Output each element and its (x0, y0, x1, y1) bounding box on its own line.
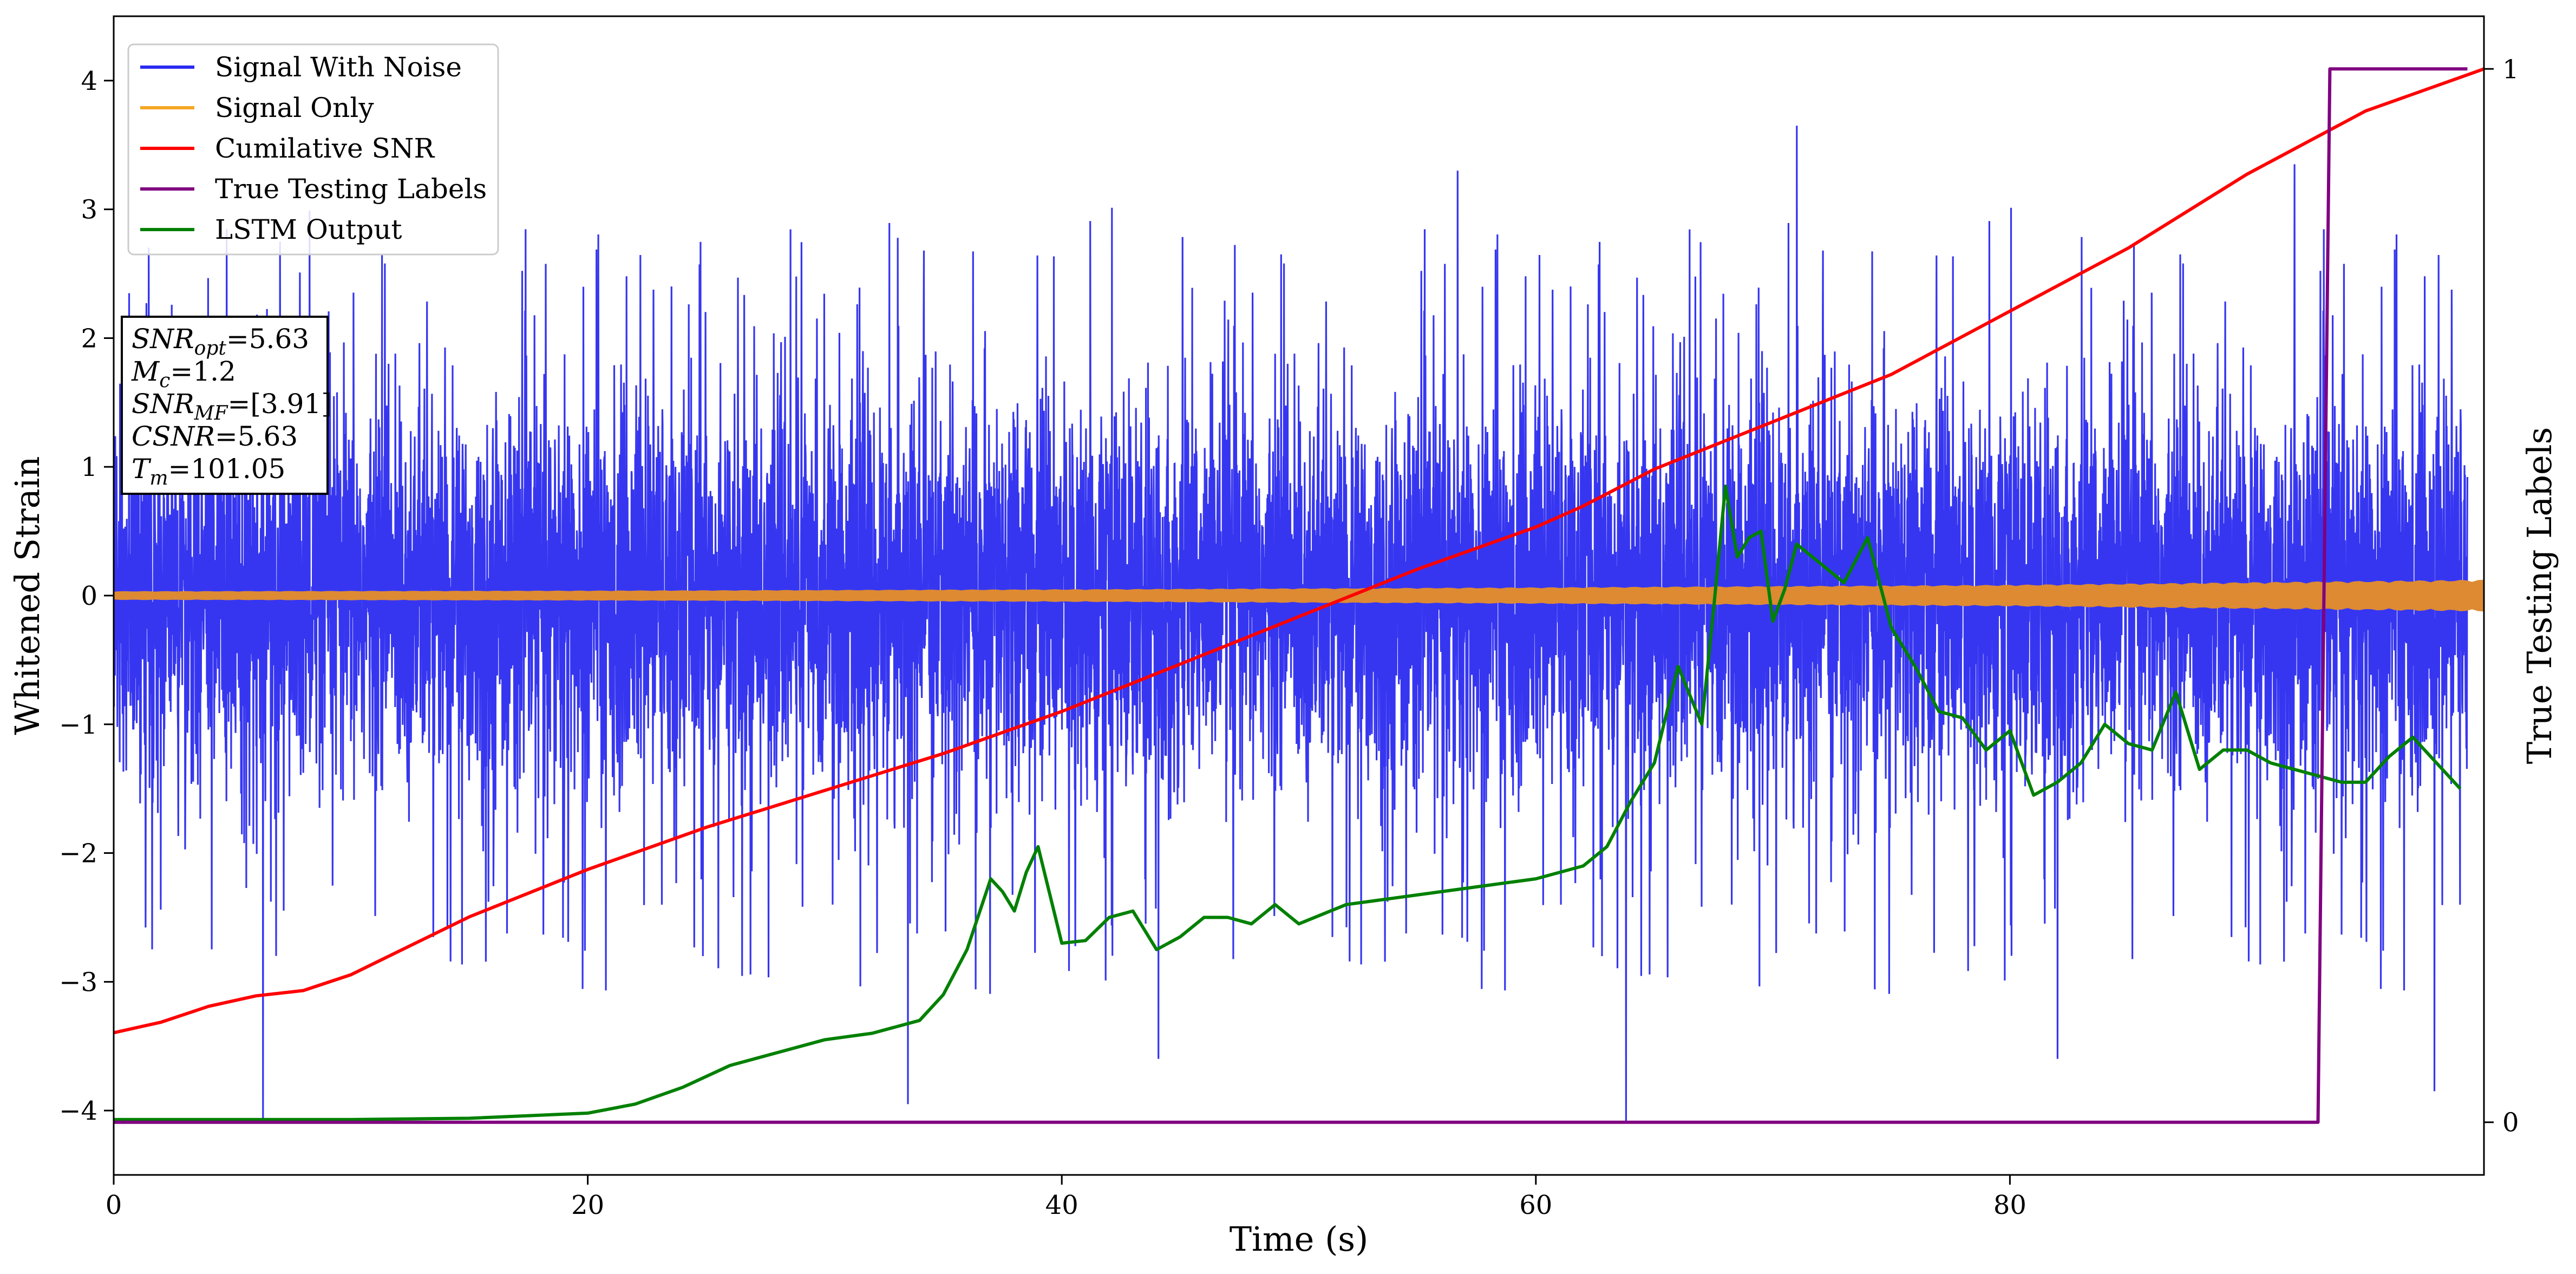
info-symbol: SNR (132, 388, 194, 420)
info-value: =5.63 (215, 421, 298, 452)
legend-box (127, 43, 499, 256)
lstm-output-line (114, 484, 2462, 1121)
x-tick-label: 40 (1045, 1190, 1078, 1220)
x-axis: 0 20 40 60 80 (106, 1175, 2026, 1220)
y2-axis-title: True Testing Labels (2520, 427, 2559, 765)
x-tick-label: 80 (1993, 1190, 2026, 1220)
legend: Signal With Noise Signal Only Cumilative S… (127, 43, 499, 256)
y-axis-title: Whitened Strain (8, 456, 47, 735)
legend-label: Signal Only (215, 92, 374, 123)
cumulative-snr-line (114, 67, 2484, 1035)
signal-only-series (114, 579, 2484, 612)
y-axis-left: −4 −3 −2 −1 0 1 2 3 4 (59, 66, 114, 1126)
info-subscript: c (159, 370, 170, 392)
info-subscript: opt (194, 337, 227, 360)
y-axis-right: 01 (2484, 54, 2519, 1138)
info-line: Mc=1.2 (131, 356, 236, 392)
y-tick-label: 0 (81, 581, 97, 611)
x-tick-label: 20 (571, 1190, 604, 1220)
info-value: =1.2 (170, 356, 236, 387)
info-line: CSNR=5.63 (132, 421, 298, 452)
y-tick-label: 2 (81, 323, 97, 354)
info-symbol: M (131, 356, 160, 387)
info-value: =5.63 (226, 323, 309, 355)
y-tick-label: 1 (81, 452, 97, 482)
info-symbol: T (132, 453, 152, 485)
x-tick-label: 0 (106, 1190, 122, 1220)
info-symbol: SNR (132, 323, 194, 355)
info-symbol: CSNR (132, 421, 215, 452)
info-subscript: MF (194, 402, 229, 424)
info-line: SNRMF=[3.91] (132, 388, 332, 424)
y-tick-label: 4 (81, 66, 97, 96)
info-subscript: m (149, 467, 168, 489)
info-line: SNRopt=5.63 (132, 323, 309, 360)
info-value: =[3.91] (228, 388, 332, 420)
y2-tick-label: 1 (2502, 54, 2519, 84)
true-testing-labels-line (114, 67, 2468, 1124)
line-series-layer (114, 67, 2484, 1124)
y-tick-label: 3 (81, 195, 97, 225)
info-value: =101.05 (168, 453, 286, 485)
y-tick-label: −4 (59, 1096, 97, 1126)
signal-with-noise-line (114, 126, 2468, 1123)
signal-only-band (114, 579, 2484, 612)
legend-label: Cumilative SNR (215, 133, 435, 164)
x-tick-label: 60 (1519, 1190, 1552, 1220)
signal-with-noise-series (114, 126, 2468, 1123)
y2-tick-label: 0 (2502, 1108, 2519, 1138)
y-tick-label: −2 (59, 839, 97, 869)
y-tick-label: −3 (59, 967, 97, 997)
info-box-frame (121, 316, 329, 495)
info-box: SNRopt=5.63Mc=1.2SNRMF=[3.91]CSNR=5.63Tm… (121, 316, 332, 495)
info-line: Tm=101.05 (132, 453, 285, 489)
legend-label: LSTM Output (215, 214, 402, 245)
legend-label: Signal With Noise (215, 51, 462, 83)
legend-label: True Testing Labels (215, 173, 487, 205)
x-axis-title: Time (s) (1230, 1219, 1369, 1259)
y-tick-label: −1 (59, 710, 97, 740)
